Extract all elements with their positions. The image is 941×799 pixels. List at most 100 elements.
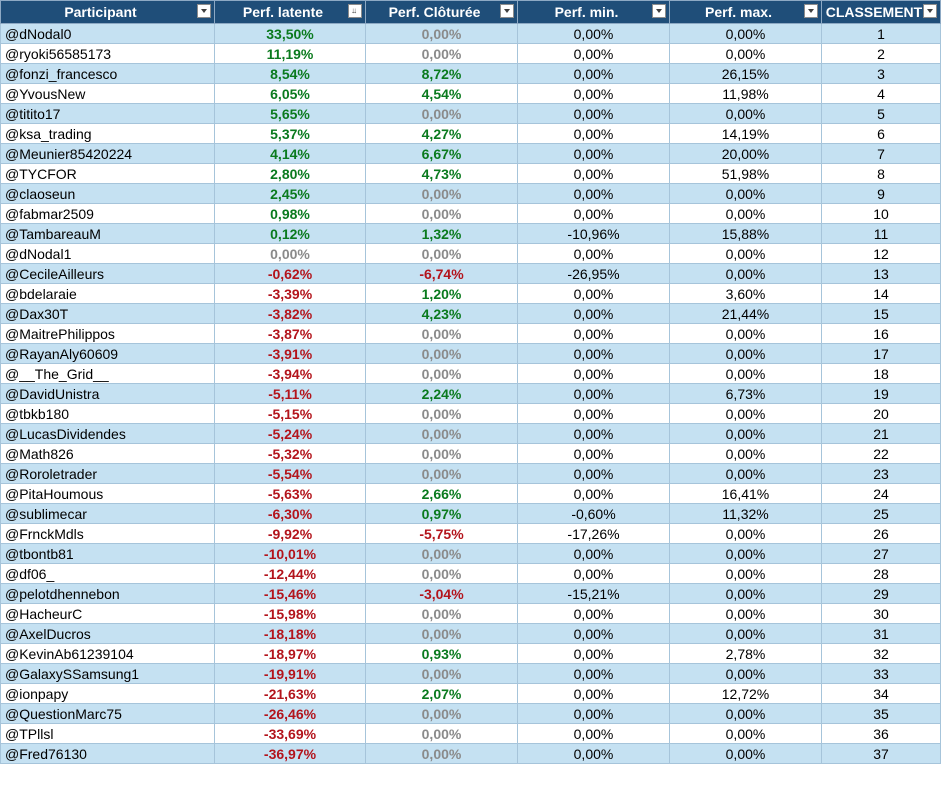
classement-cell[interactable]: 28 (821, 563, 941, 584)
table-row[interactable]: @fabmar2509 0,98% 0,00% 0,00% 0,00% 10 (0, 203, 941, 224)
table-row[interactable]: @AxelDucros -18,18% 0,00% 0,00% 0,00% 31 (0, 623, 941, 644)
classement-cell[interactable]: 35 (821, 703, 941, 724)
perf-latente-cell[interactable]: -3,87% (214, 323, 366, 344)
table-row[interactable]: @sublimecar -6,30% 0,97% -0,60% 11,32% 25 (0, 503, 941, 524)
perf-latente-cell[interactable]: 0,00% (214, 243, 366, 264)
perf-max-cell[interactable]: 14,19% (669, 123, 822, 144)
perf-latente-cell[interactable]: -0,62% (214, 263, 366, 284)
classement-cell[interactable]: 30 (821, 603, 941, 624)
table-row[interactable]: @Fred76130 -36,97% 0,00% 0,00% 0,00% 37 (0, 743, 941, 764)
table-row[interactable]: @ryoki56585173 11,19% 0,00% 0,00% 0,00% 2 (0, 43, 941, 64)
classement-cell[interactable]: 25 (821, 503, 941, 524)
perf-max-cell[interactable]: 11,32% (669, 503, 822, 524)
perf-min-cell[interactable]: 0,00% (517, 443, 670, 464)
perf-min-cell[interactable]: 0,00% (517, 463, 670, 484)
perf-latente-cell[interactable]: -36,97% (214, 743, 366, 764)
classement-cell[interactable]: 10 (821, 203, 941, 224)
perf-cloturee-cell[interactable]: 0,00% (365, 323, 518, 344)
classement-cell[interactable]: 23 (821, 463, 941, 484)
perf-max-cell[interactable]: 0,00% (669, 603, 822, 624)
perf-max-cell[interactable]: 0,00% (669, 243, 822, 264)
perf-max-cell[interactable]: 0,00% (669, 723, 822, 744)
table-row[interactable]: @Math826 -5,32% 0,00% 0,00% 0,00% 22 (0, 443, 941, 464)
table-row[interactable]: @bdelaraie -3,39% 1,20% 0,00% 3,60% 14 (0, 283, 941, 304)
perf-latente-cell[interactable]: 5,65% (214, 103, 366, 124)
perf-max-cell[interactable]: 12,72% (669, 683, 822, 704)
perf-cloturee-cell[interactable]: 0,00% (365, 203, 518, 224)
table-row[interactable]: @df06_ -12,44% 0,00% 0,00% 0,00% 28 (0, 563, 941, 584)
perf-min-cell[interactable]: -17,26% (517, 523, 670, 544)
perf-min-cell[interactable]: 0,00% (517, 363, 670, 384)
participant-cell[interactable]: @dNodal0 (0, 23, 215, 44)
perf-max-cell[interactable]: 16,41% (669, 483, 822, 504)
perf-latente-cell[interactable]: -5,63% (214, 483, 366, 504)
perf-min-cell[interactable]: 0,00% (517, 723, 670, 744)
perf-max-cell[interactable]: 0,00% (669, 423, 822, 444)
perf-cloturee-cell[interactable]: 0,00% (365, 43, 518, 64)
table-row[interactable]: @claoseun 2,45% 0,00% 0,00% 0,00% 9 (0, 183, 941, 204)
perf-max-cell[interactable]: 15,88% (669, 223, 822, 244)
classement-cell[interactable]: 26 (821, 523, 941, 544)
classement-cell[interactable]: 11 (821, 223, 941, 244)
participant-cell[interactable]: @PitaHoumous (0, 483, 215, 504)
perf-min-cell[interactable]: 0,00% (517, 543, 670, 564)
table-row[interactable]: @KevinAb61239104 -18,97% 0,93% 0,00% 2,78% 32 (0, 643, 941, 664)
perf-cloturee-cell[interactable]: 2,07% (365, 683, 518, 704)
perf-min-cell[interactable]: -10,96% (517, 223, 670, 244)
perf-min-cell[interactable]: 0,00% (517, 343, 670, 364)
participant-cell[interactable]: @pelotdhennebon (0, 583, 215, 604)
perf-cloturee-cell[interactable]: 8,72% (365, 63, 518, 84)
classement-cell[interactable]: 4 (821, 83, 941, 104)
perf-max-cell[interactable]: 0,00% (669, 403, 822, 424)
filter-dropdown-icon[interactable] (197, 4, 211, 18)
classement-cell[interactable]: 6 (821, 123, 941, 144)
perf-max-cell[interactable]: 0,00% (669, 343, 822, 364)
classement-cell[interactable]: 5 (821, 103, 941, 124)
perf-max-cell[interactable]: 0,00% (669, 363, 822, 384)
table-row[interactable]: @Dax30T -3,82% 4,23% 0,00% 21,44% 15 (0, 303, 941, 324)
perf-cloturee-cell[interactable]: -6,74% (365, 263, 518, 284)
table-row[interactable]: @__The_Grid__ -3,94% 0,00% 0,00% 0,00% 18 (0, 363, 941, 384)
perf-max-cell[interactable]: 0,00% (669, 523, 822, 544)
perf-max-cell[interactable]: 0,00% (669, 743, 822, 764)
participant-cell[interactable]: @__The_Grid__ (0, 363, 215, 384)
perf-min-cell[interactable]: 0,00% (517, 483, 670, 504)
perf-cloturee-cell[interactable]: 4,73% (365, 163, 518, 184)
perf-latente-cell[interactable]: -5,24% (214, 423, 366, 444)
participant-cell[interactable]: @QuestionMarc75 (0, 703, 215, 724)
perf-min-cell[interactable]: 0,00% (517, 683, 670, 704)
participant-cell[interactable]: @df06_ (0, 563, 215, 584)
perf-max-cell[interactable]: 0,00% (669, 23, 822, 44)
perf-cloturee-cell[interactable]: 0,00% (365, 463, 518, 484)
classement-cell[interactable]: 31 (821, 623, 941, 644)
classement-cell[interactable]: 17 (821, 343, 941, 364)
table-row[interactable]: @dNodal0 33,50% 0,00% 0,00% 0,00% 1 (0, 23, 941, 44)
participant-cell[interactable]: @CecileAilleurs (0, 263, 215, 284)
classement-cell[interactable]: 16 (821, 323, 941, 344)
participant-cell[interactable]: @TPllsl (0, 723, 215, 744)
classement-cell[interactable]: 3 (821, 63, 941, 84)
classement-cell[interactable]: 27 (821, 543, 941, 564)
classement-cell[interactable]: 15 (821, 303, 941, 324)
perf-min-cell[interactable]: 0,00% (517, 383, 670, 404)
perf-max-cell[interactable]: 20,00% (669, 143, 822, 164)
perf-min-cell[interactable]: 0,00% (517, 23, 670, 44)
perf-cloturee-cell[interactable]: 0,00% (365, 543, 518, 564)
perf-max-cell[interactable]: 0,00% (669, 443, 822, 464)
perf-latente-cell[interactable]: -26,46% (214, 703, 366, 724)
perf-latente-cell[interactable]: -5,54% (214, 463, 366, 484)
perf-min-cell[interactable]: 0,00% (517, 703, 670, 724)
perf-min-cell[interactable]: 0,00% (517, 423, 670, 444)
filter-dropdown-icon[interactable] (652, 4, 666, 18)
perf-min-cell[interactable]: 0,00% (517, 183, 670, 204)
perf-min-cell[interactable]: 0,00% (517, 403, 670, 424)
perf-min-cell[interactable]: 0,00% (517, 603, 670, 624)
perf-latente-cell[interactable]: -3,39% (214, 283, 366, 304)
perf-latente-cell[interactable]: -3,91% (214, 343, 366, 364)
perf-latente-cell[interactable]: -5,15% (214, 403, 366, 424)
perf-cloturee-cell[interactable]: 0,00% (365, 423, 518, 444)
perf-cloturee-cell[interactable]: 1,32% (365, 223, 518, 244)
participant-cell[interactable]: @YvousNew (0, 83, 215, 104)
participant-cell[interactable]: @KevinAb61239104 (0, 643, 215, 664)
table-row[interactable]: @dNodal1 0,00% 0,00% 0,00% 0,00% 12 (0, 243, 941, 264)
